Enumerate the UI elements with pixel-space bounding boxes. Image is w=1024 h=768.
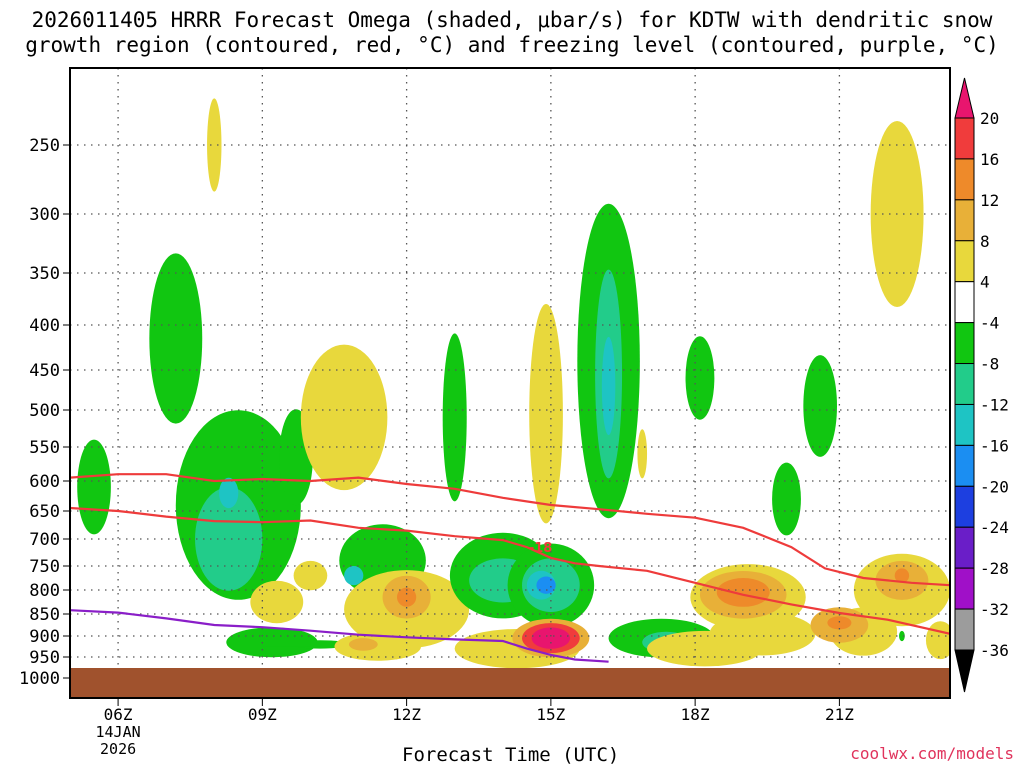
omega-shading-region-6 xyxy=(219,477,239,509)
y-tick-label-900: 900 xyxy=(29,627,60,647)
omega-shading-region-5 xyxy=(195,487,263,591)
omega-shading-region-44 xyxy=(716,578,770,607)
y-tick-label-600: 600 xyxy=(29,472,60,492)
colorbar-segment-1 xyxy=(954,158,975,201)
omega-shading-region-39 xyxy=(685,336,715,420)
y-tick-label-1000: 1000 xyxy=(19,669,60,689)
y-tick-label-350: 350 xyxy=(29,264,60,284)
y-tick-label-550: 550 xyxy=(29,438,60,458)
colorbar-segment-7 xyxy=(954,403,975,446)
omega-shading-region-32 xyxy=(531,627,571,649)
y-axis: 2503003504004505005506006507007508008509… xyxy=(19,136,70,689)
colorbar-segment-8 xyxy=(954,444,975,487)
x-tick-year-label: 2026 xyxy=(100,740,136,758)
contour-freezing-level xyxy=(70,609,609,663)
y-tick-label-700: 700 xyxy=(29,530,60,550)
y-tick-label-800: 800 xyxy=(29,581,60,601)
plot-frame xyxy=(69,67,951,699)
y-tick-label-950: 950 xyxy=(29,648,60,668)
x-tick-date-label: 14JAN xyxy=(96,723,141,741)
y-tick-label-450: 450 xyxy=(29,361,60,381)
omega-shading-region-45 xyxy=(772,462,801,536)
ground-surface xyxy=(70,668,950,698)
colorbar-label-10: -24 xyxy=(980,518,1009,537)
source-link[interactable]: coolwx.com/models xyxy=(850,744,1014,763)
y-tick-label-250: 250 xyxy=(29,136,60,156)
colorbar-top-arrow xyxy=(954,77,975,119)
y-tick-label-750: 750 xyxy=(29,557,60,577)
contour-dendritic-18c xyxy=(70,506,950,635)
x-tick-label-12Z: 12Z xyxy=(392,705,421,724)
colorbar-label-3: 8 xyxy=(980,232,990,251)
omega-shading-strip xyxy=(262,639,311,647)
omega-shading-region-2 xyxy=(149,253,203,424)
contour-dendritic-12c xyxy=(70,473,950,587)
colorbar-label-4: 4 xyxy=(980,273,990,292)
x-axis-title: Forecast Time (UTC) xyxy=(402,744,620,766)
y-tick-label-500: 500 xyxy=(29,401,60,421)
colorbar-label-13: -36 xyxy=(980,641,1009,660)
colorbar-segment-12 xyxy=(954,608,975,651)
colorbar-label-12: -32 xyxy=(980,600,1009,619)
colorbar-segment-5 xyxy=(954,322,975,365)
colorbar-segment-6 xyxy=(954,363,975,405)
omega-shading-region-11 xyxy=(293,560,328,591)
omega-shading-region-36 xyxy=(637,429,648,479)
omega-shading-region-12 xyxy=(300,344,388,491)
contour-label: -18 xyxy=(529,541,553,556)
omega-shading-region-35 xyxy=(601,336,616,436)
omega-shading-region-20 xyxy=(348,638,378,651)
omega-shading-region-24 xyxy=(529,304,563,524)
colorbar-label-7: -12 xyxy=(980,395,1009,414)
colorbar-label-9: -20 xyxy=(980,477,1009,496)
chart-title-line-1: 2026011405 HRRR Forecast Omega (shaded, … xyxy=(31,8,993,32)
omega-shading-region-0 xyxy=(207,98,222,192)
x-tick-label-15Z: 15Z xyxy=(536,705,565,724)
omega-shading-region-46 xyxy=(803,355,837,457)
omega-shading-region-18 xyxy=(396,587,417,607)
colorbar-segment-2 xyxy=(954,199,975,242)
chart-title-line-2: growth region (contoured, red, °C) and f… xyxy=(25,33,999,57)
colorbar: 20 16 12 8 4 -4 -8 -12 -16 -20 -24 -28 -32 -36 xyxy=(954,77,1009,693)
x-tick-label-09Z: 09Z xyxy=(248,705,277,724)
grid-layer xyxy=(70,68,950,698)
colorbar-label-0: 20 xyxy=(980,109,999,128)
omega-shading-region-15 xyxy=(344,566,364,586)
contour-layer: -18 xyxy=(70,473,950,663)
colorbar-segment-4 xyxy=(954,281,975,324)
omega-shading-region-52 xyxy=(894,568,910,583)
omega-shading-region-13 xyxy=(442,333,467,502)
colorbar-segment-0 xyxy=(954,117,975,160)
colorbar-bottom-arrow xyxy=(954,649,975,693)
y-tick-label-650: 650 xyxy=(29,502,60,522)
colorbar-segment-11 xyxy=(954,567,975,610)
omega-shading-region-3 xyxy=(77,439,111,535)
x-tick-label-06Z: 06Z xyxy=(104,705,133,724)
y-tick-label-850: 850 xyxy=(29,605,60,625)
colorbar-label-11: -28 xyxy=(980,559,1009,578)
colorbar-segment-3 xyxy=(954,240,975,283)
colorbar-label-6: -8 xyxy=(980,355,999,374)
omega-shading-region-10 xyxy=(250,580,304,624)
colorbar-label-1: 16 xyxy=(980,150,999,169)
omega-shading-region-29 xyxy=(536,576,556,594)
x-tick-label-18Z: 18Z xyxy=(681,705,710,724)
y-tick-label-400: 400 xyxy=(29,316,60,336)
y-tick-label-300: 300 xyxy=(29,205,60,225)
omega-shading-region-49 xyxy=(827,616,852,630)
colorbar-label-2: 12 xyxy=(980,191,999,210)
colorbar-label-5: -4 xyxy=(980,314,999,333)
colorbar-segment-10 xyxy=(954,526,975,569)
omega-shading-region-53 xyxy=(899,630,905,642)
x-tick-label-21Z: 21Z xyxy=(825,705,854,724)
colorbar-label-8: -16 xyxy=(980,436,1009,455)
colorbar-segment-9 xyxy=(954,485,975,528)
